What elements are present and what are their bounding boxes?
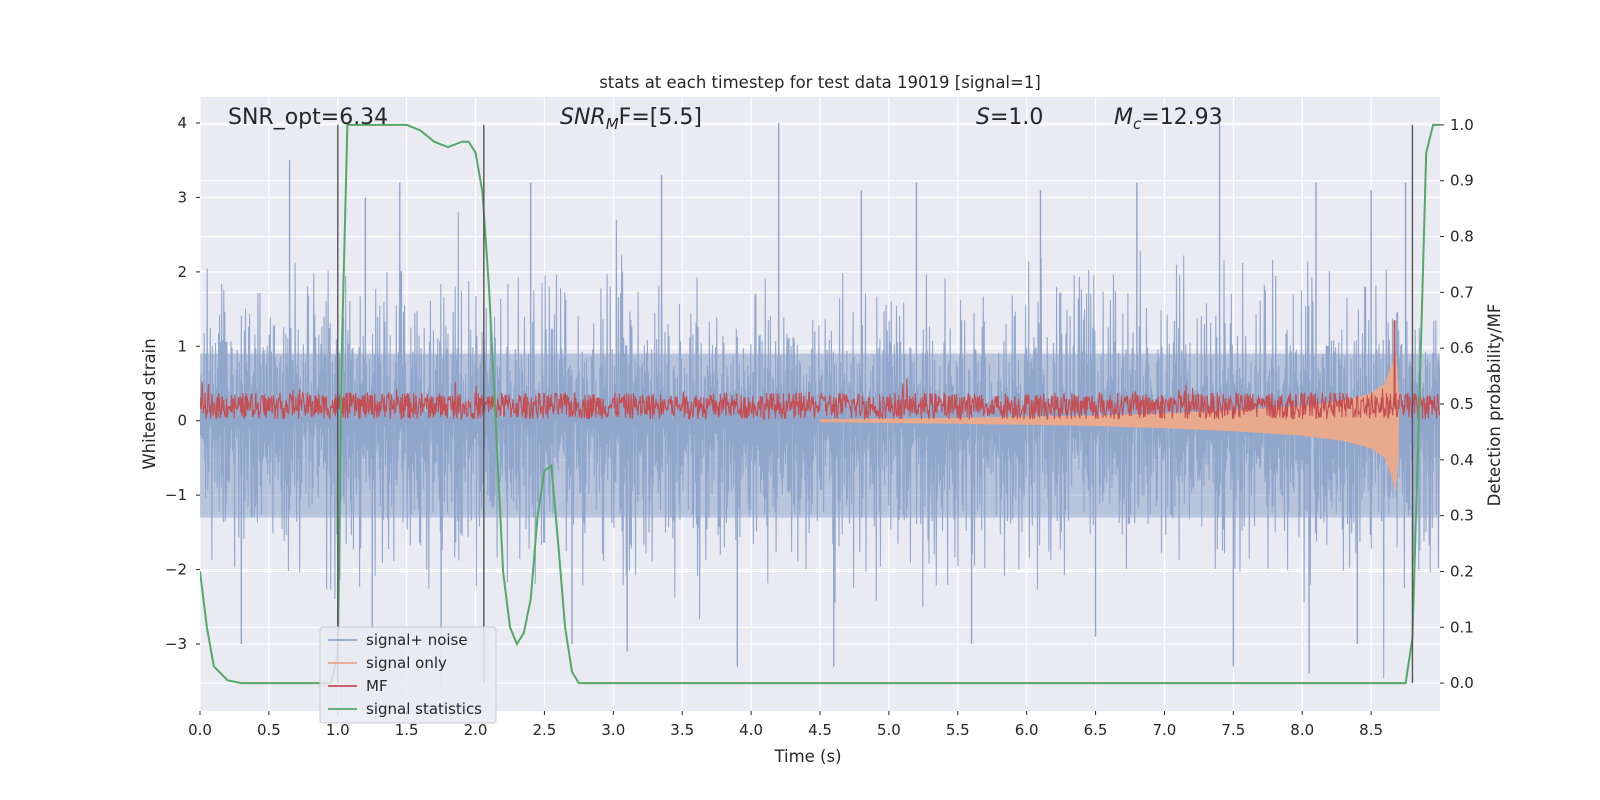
y-tick-label: −2	[165, 561, 187, 579]
x-tick-label: 1.0	[326, 721, 350, 739]
y2-tick-label: 0.9	[1450, 172, 1474, 190]
y-tick-label: 0	[177, 412, 187, 430]
y2-tick-label: 0.3	[1450, 507, 1474, 525]
x-tick-label: 6.5	[1084, 721, 1108, 739]
annotation-s: S=1.0	[976, 105, 1043, 130]
y2-tick-label: 0.2	[1450, 562, 1474, 580]
y2-tick-label: 0.8	[1450, 228, 1474, 246]
x-tick-label: 1.5	[395, 721, 419, 739]
annotation-mc-sub: c	[1133, 115, 1142, 133]
x-tick-label: 5.0	[877, 721, 901, 739]
y-tick-label: 2	[177, 263, 187, 281]
series-layer	[200, 123, 1440, 689]
chart-title: stats at each timestep for test data 190…	[599, 73, 1041, 92]
legend-label-signal-statistics: signal statistics	[366, 700, 482, 718]
x-axis-ticks: 0.0 0.5 1.0 1.5 2.0 2.5 3.0 3.5 4.0 4.5 5.0 5.5 6.0 6…	[188, 711, 1383, 739]
x-tick-label: 6.0	[1015, 721, 1039, 739]
annotation-s-tail: =1.0	[990, 105, 1043, 130]
series-signal-statistics	[200, 123, 1440, 685]
legend[interactable]: signal+ noise signal only MF signal stat…	[319, 626, 497, 724]
series-mf	[200, 378, 1440, 421]
y2-tick-label: 1.0	[1450, 116, 1474, 134]
x-axis-label: Time (s)	[773, 747, 841, 766]
y-axis-label: Whitened strain	[140, 338, 159, 469]
annotation-mc-base: M	[1114, 105, 1133, 130]
y2-tick-label: 0.5	[1450, 395, 1474, 413]
annotation-snr-mf-base: SNR	[560, 105, 606, 130]
y2-tick-label: 0.7	[1450, 283, 1474, 301]
x-tick-label: 3.0	[601, 721, 625, 739]
y-tick-label: −3	[165, 635, 187, 653]
y-tick-label: 4	[177, 114, 187, 132]
x-tick-label: 8.5	[1359, 721, 1383, 739]
legend-frame	[319, 626, 497, 724]
annotation-snr-mf-sub: M	[606, 115, 619, 133]
y2-tick-label: 0.0	[1450, 674, 1474, 692]
vertical-markers	[337, 124, 1414, 684]
x-tick-label: 4.0	[739, 721, 763, 739]
x-tick-label: 2.5	[533, 721, 557, 739]
y2-tick-label: 0.4	[1450, 451, 1474, 469]
legend-label-mf: MF	[366, 677, 388, 695]
y-tick-label: 1	[177, 337, 187, 355]
series-signal-only	[819, 351, 1400, 492]
legend-label-signal-only: signal only	[366, 654, 447, 672]
x-tick-label: 8.0	[1290, 721, 1314, 739]
x-tick-label: 3.5	[670, 721, 694, 739]
y-tick-label: 3	[177, 188, 187, 206]
x-tick-label: 5.5	[946, 721, 970, 739]
y2-tick-label: 0.6	[1450, 339, 1474, 357]
annotation-snr-mf-tail: F=[5.5]	[619, 105, 702, 130]
y2-axis-ticks: 1.0 0.9 0.8 0.7 0.6 0.5 0.4 0.3 0.2 0.1 0.0	[1440, 116, 1474, 692]
annotation-s-base: S	[976, 105, 990, 130]
legend-label-signal-noise: signal+ noise	[366, 631, 468, 649]
annotation-snr-opt: SNR_opt=6.34	[228, 105, 388, 130]
x-tick-label: 7.0	[1153, 721, 1177, 739]
signal-noise-core-band	[200, 353, 1440, 518]
y-axis-ticks: 4 3 2 1 0 −1 −2 −3	[165, 114, 200, 653]
x-tick-label: 4.5	[808, 721, 832, 739]
x-tick-label: 0.5	[257, 721, 281, 739]
annotation-mc: Mc=12.93	[1114, 105, 1223, 133]
y2-tick-label: 0.1	[1450, 618, 1474, 636]
x-tick-label: 7.5	[1221, 721, 1245, 739]
x-tick-label: 0.0	[188, 721, 212, 739]
annotation-mc-tail: =12.93	[1141, 105, 1222, 130]
y2-axis-label: Detection probability/MF	[1485, 304, 1504, 507]
y-tick-label: −1	[165, 486, 187, 504]
annotation-snr-mf: SNRMF=[5.5]	[560, 105, 702, 133]
x-tick-label: 2.0	[464, 721, 488, 739]
